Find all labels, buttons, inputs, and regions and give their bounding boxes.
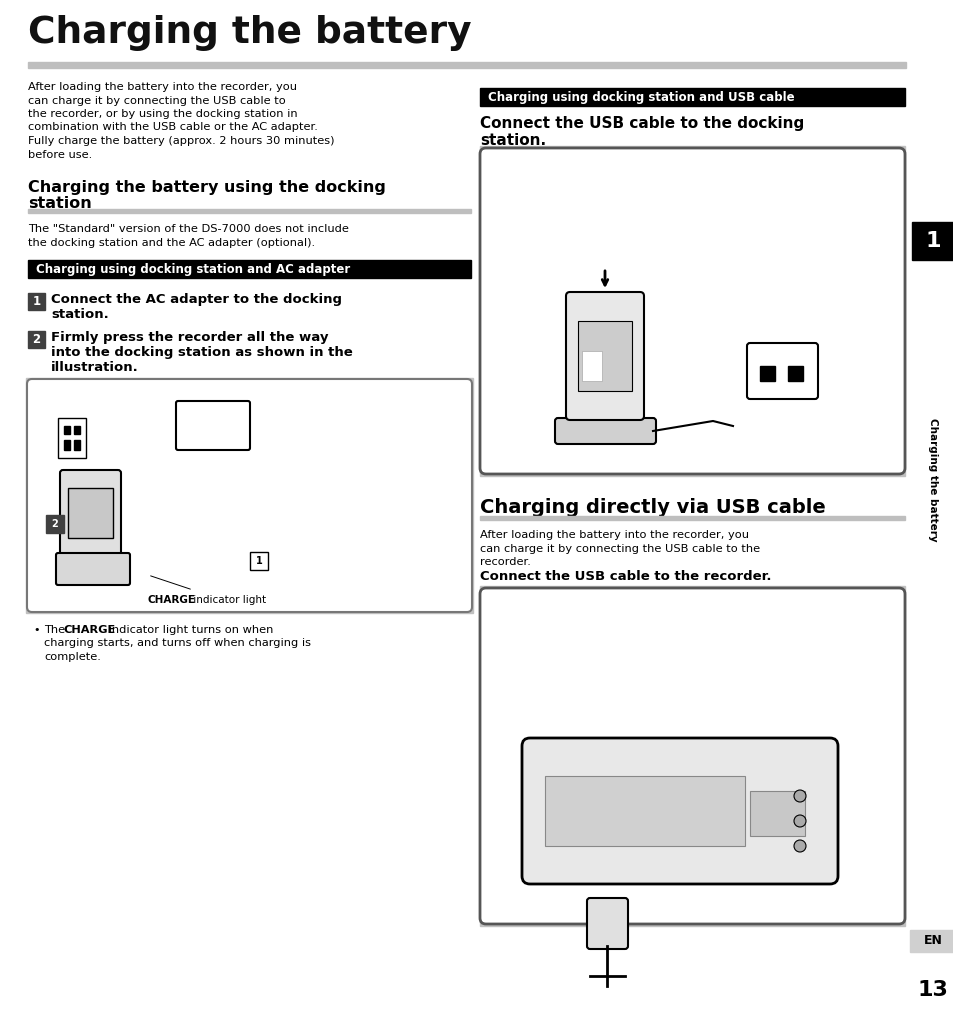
Bar bbox=[28, 62, 905, 68]
Text: The: The bbox=[44, 625, 69, 635]
Bar bbox=[911, 222, 953, 260]
Text: The "Standard" version of the DS-7000 does not include: The "Standard" version of the DS-7000 do… bbox=[28, 224, 349, 234]
Text: CHARGE: CHARGE bbox=[63, 625, 115, 635]
Text: Charging using docking station and USB cable: Charging using docking station and USB c… bbox=[488, 90, 794, 103]
Bar bbox=[28, 293, 45, 310]
Bar bbox=[74, 426, 80, 434]
Text: Connect the USB cable to the recorder.: Connect the USB cable to the recorder. bbox=[479, 570, 771, 583]
FancyBboxPatch shape bbox=[586, 898, 627, 949]
FancyBboxPatch shape bbox=[746, 343, 817, 399]
Text: Charging directly via USB cable: Charging directly via USB cable bbox=[479, 498, 825, 517]
Bar bbox=[479, 146, 904, 476]
Text: 13: 13 bbox=[917, 980, 947, 1000]
Bar bbox=[544, 776, 744, 846]
Text: station.: station. bbox=[51, 308, 109, 321]
Text: Charging the battery: Charging the battery bbox=[28, 15, 471, 51]
Text: combination with the USB cable or the AC adapter.: combination with the USB cable or the AC… bbox=[28, 123, 317, 133]
FancyBboxPatch shape bbox=[565, 292, 643, 420]
FancyBboxPatch shape bbox=[555, 418, 656, 444]
Bar bbox=[28, 209, 471, 213]
Text: •: • bbox=[33, 625, 39, 635]
Bar bbox=[479, 88, 904, 106]
FancyBboxPatch shape bbox=[27, 379, 472, 612]
Text: 2: 2 bbox=[51, 519, 58, 529]
Bar bbox=[479, 586, 904, 926]
Text: before use.: before use. bbox=[28, 149, 92, 160]
Circle shape bbox=[793, 790, 805, 802]
Text: Firmly press the recorder all the way: Firmly press the recorder all the way bbox=[51, 331, 328, 344]
FancyBboxPatch shape bbox=[56, 553, 130, 585]
Text: complete.: complete. bbox=[44, 652, 101, 662]
Text: can charge it by connecting the USB cable to the: can charge it by connecting the USB cabl… bbox=[479, 543, 760, 553]
Text: charging starts, and turns off when charging is: charging starts, and turns off when char… bbox=[44, 638, 311, 649]
Text: After loading the battery into the recorder, you: After loading the battery into the recor… bbox=[479, 530, 748, 540]
Text: 2: 2 bbox=[32, 333, 41, 346]
Bar bbox=[26, 379, 473, 613]
Circle shape bbox=[793, 840, 805, 852]
Text: After loading the battery into the recorder, you: After loading the battery into the recor… bbox=[28, 82, 296, 92]
Text: Fully charge the battery (approx. 2 hours 30 minutes): Fully charge the battery (approx. 2 hour… bbox=[28, 136, 335, 146]
Text: indicator light turns on when: indicator light turns on when bbox=[105, 625, 274, 635]
Bar bbox=[760, 366, 774, 381]
Bar bbox=[46, 515, 64, 533]
Text: station.: station. bbox=[479, 133, 545, 148]
Text: station: station bbox=[28, 196, 91, 211]
Text: the docking station and the AC adapter (optional).: the docking station and the AC adapter (… bbox=[28, 237, 314, 248]
Text: recorder.: recorder. bbox=[479, 557, 530, 567]
Bar bbox=[68, 488, 112, 538]
Bar bbox=[787, 366, 802, 381]
FancyBboxPatch shape bbox=[521, 738, 837, 884]
Text: CHARGE: CHARGE bbox=[148, 595, 195, 605]
Text: 1: 1 bbox=[255, 555, 262, 566]
Text: illustration.: illustration. bbox=[51, 361, 138, 374]
Bar bbox=[250, 552, 268, 570]
Text: into the docking station as shown in the: into the docking station as shown in the bbox=[51, 346, 353, 359]
Text: Charging the battery: Charging the battery bbox=[927, 418, 937, 542]
FancyBboxPatch shape bbox=[60, 470, 121, 561]
Bar bbox=[28, 331, 45, 348]
Text: 1: 1 bbox=[32, 295, 41, 308]
Text: Charging the battery using the docking: Charging the battery using the docking bbox=[28, 180, 385, 195]
FancyBboxPatch shape bbox=[175, 401, 250, 450]
Text: the recorder, or by using the docking station in: the recorder, or by using the docking st… bbox=[28, 109, 297, 119]
Text: Charging using docking station and AC adapter: Charging using docking station and AC ad… bbox=[36, 263, 350, 275]
Bar bbox=[74, 440, 80, 450]
FancyBboxPatch shape bbox=[479, 148, 904, 474]
Bar bbox=[28, 260, 471, 278]
Text: EN: EN bbox=[923, 934, 942, 947]
Bar bbox=[578, 321, 631, 391]
Bar bbox=[58, 418, 86, 458]
FancyBboxPatch shape bbox=[479, 588, 904, 924]
Text: indicator light: indicator light bbox=[190, 595, 266, 605]
Bar bbox=[749, 791, 804, 836]
Text: Connect the AC adapter to the docking: Connect the AC adapter to the docking bbox=[51, 293, 341, 306]
Bar bbox=[909, 930, 953, 952]
Bar bbox=[581, 351, 601, 381]
Circle shape bbox=[793, 815, 805, 827]
Bar bbox=[64, 426, 70, 434]
Text: can charge it by connecting the USB cable to: can charge it by connecting the USB cabl… bbox=[28, 95, 286, 105]
Bar bbox=[64, 440, 70, 450]
Text: 1: 1 bbox=[924, 231, 940, 251]
Text: Connect the USB cable to the docking: Connect the USB cable to the docking bbox=[479, 116, 803, 131]
Bar bbox=[479, 516, 904, 520]
